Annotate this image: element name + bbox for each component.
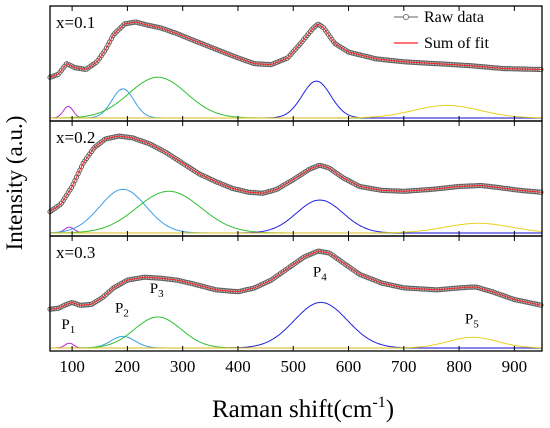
legend-label-1: Raw data [424, 9, 484, 26]
peak-p1-curve [50, 226, 542, 234]
peak-label-sub: 5 [473, 318, 479, 330]
sum-of-fit-line [49, 21, 542, 78]
raw-data-series [47, 133, 544, 215]
peak-label-sub: 4 [321, 271, 327, 283]
sum-of-fit-line [49, 250, 543, 310]
x-tick-label: 700 [391, 357, 417, 376]
legend-marker [402, 13, 410, 21]
x-axis-title: Raman shift(cm-1) [212, 394, 394, 423]
x-tick-label: 500 [280, 357, 306, 376]
peak-p4-curve [50, 199, 542, 234]
peak-p5-curve [50, 336, 543, 349]
peak-p5-curve [50, 222, 543, 234]
peak-p5-curve [50, 104, 542, 119]
x-tick-label: 400 [225, 357, 251, 376]
x-tick-label: 100 [59, 357, 85, 376]
x-tick-label: 300 [170, 357, 196, 376]
peak-label-p2: P2 [115, 300, 129, 319]
panel-label: x=0.2 [56, 128, 95, 147]
peak-p3-curve [50, 190, 542, 234]
peak-label-main: P [115, 300, 123, 316]
panel-1: x=0.1 [47, 5, 544, 122]
peak-label-sub: 3 [158, 288, 164, 300]
legend-label-2: Sum of fit [424, 35, 489, 52]
peak-p2-curve [50, 335, 542, 349]
x-axis-title-sup: -1 [372, 394, 385, 411]
peak-label-p5: P5 [465, 311, 479, 330]
panel-label: x=0.3 [56, 243, 95, 262]
peak-label-p3: P3 [150, 281, 164, 300]
peak-label-main: P [150, 281, 158, 297]
x-axis-title-end: ) [386, 396, 394, 423]
peak-p2-curve [49, 188, 542, 234]
peak-p2-curve [50, 88, 542, 119]
peak-label-sub: 1 [70, 324, 76, 336]
panel-frame [49, 235, 543, 352]
legend: Raw data Sum of fit [394, 9, 489, 52]
peak-label-main: P [61, 317, 69, 333]
peak-label-p1: P1 [61, 317, 75, 336]
peak-p3-curve [50, 76, 542, 119]
peak-p4-curve [50, 80, 542, 119]
x-axis-title-text: Raman shift(cm [212, 396, 373, 423]
panel-label: x=0.1 [56, 13, 95, 32]
x-tick-label: 900 [502, 357, 528, 376]
x-tick-label: 600 [336, 357, 362, 376]
x-tick-label: 800 [446, 357, 472, 376]
peak-label-sub: 2 [123, 307, 129, 319]
peak-p1-curve [50, 342, 542, 349]
sum-of-fit-line [49, 135, 543, 213]
peak-label-p4: P4 [313, 264, 327, 283]
panel-2: x=0.2 [47, 120, 544, 237]
y-axis-title: Intensity (a.u.) [2, 116, 27, 251]
peak-label-main: P [465, 311, 473, 327]
x-tick-label: 200 [115, 357, 141, 376]
peak-label-main: P [313, 264, 321, 280]
